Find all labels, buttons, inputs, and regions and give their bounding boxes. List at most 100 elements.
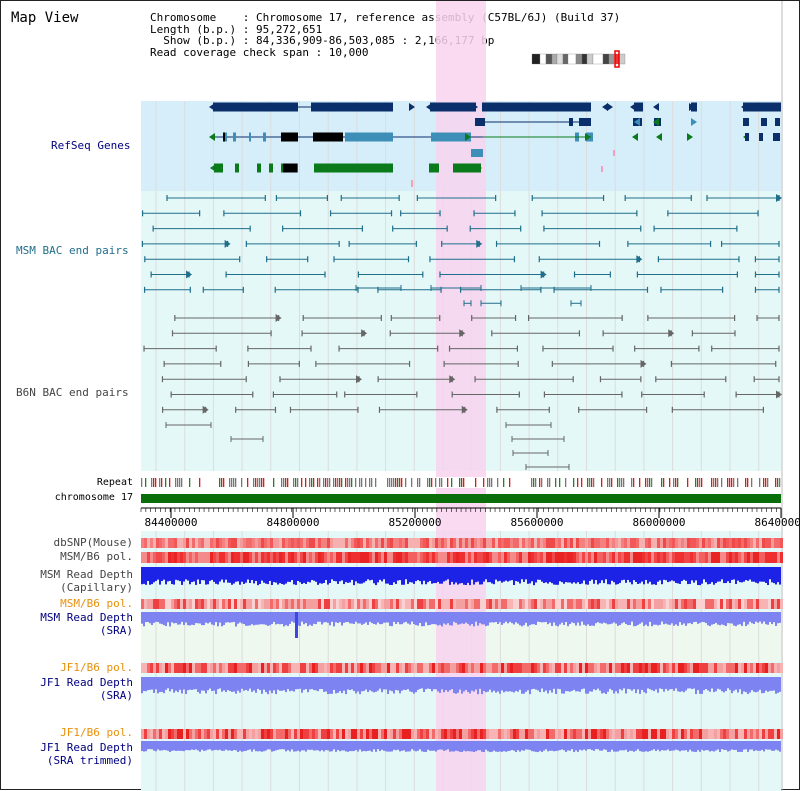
- msm-b6-pol-sra-heat-cell: [288, 599, 291, 609]
- msm-sra-depth-bar: [207, 612, 209, 624]
- jf1-b6-pol-trimmed-heat-cell: [657, 729, 660, 739]
- jf1-b6-pol-heat-cell: [648, 663, 651, 673]
- dbsnp-heat-cell: [669, 538, 672, 548]
- msm-b6-pol-heat-cell: [504, 552, 507, 563]
- jf1-trimmed-depth-bar: [667, 741, 669, 750]
- repeat-mark: [309, 478, 311, 487]
- msm-sra-depth-bar: [767, 612, 769, 625]
- repeat-mark: [155, 478, 157, 487]
- msm-depth-capillary-label-1[interactable]: MSM Read Depth: [40, 568, 133, 581]
- jf1-b6-pol-heat-cell: [249, 663, 252, 673]
- msm-b6-pol-sra-label[interactable]: MSM/B6 pol.: [60, 597, 133, 610]
- coverage-span-info: Read coverage check span : 10,000: [150, 45, 369, 59]
- repeat-mark: [189, 478, 191, 487]
- dbsnp-heat-cell: [423, 538, 426, 548]
- msm-b6-pol-label[interactable]: MSM/B6 pol.: [60, 550, 133, 563]
- dbsnp-heat-cell: [570, 538, 573, 548]
- msm-b6-pol-sra-heat-cell: [699, 599, 702, 609]
- dbsnp-heat-cell: [156, 538, 159, 548]
- jf1-trimmed-depth-bar: [377, 741, 379, 750]
- jf1-trimmed-depth-bar: [249, 741, 251, 750]
- jf1-trimmed-depth-bar: [613, 741, 615, 752]
- jf1-sra-depth-bar: [643, 677, 645, 693]
- msm-b6-pol-heat-cell: [606, 552, 609, 563]
- msm-sra-depth-bar: [409, 612, 411, 625]
- msm-capillary-depth-bar: [425, 567, 427, 585]
- msm-capillary-depth-bar: [321, 567, 323, 584]
- jf1-trimmed-depth-bar: [355, 741, 357, 751]
- jf1-b6-pol-label[interactable]: JF1/B6 pol.: [60, 661, 133, 674]
- jf1-b6-pol-trimmed-heat-cell: [675, 729, 678, 739]
- msm-sra-depth-bar: [377, 612, 379, 623]
- repeat-mark: [231, 478, 233, 487]
- repeat-mark: [509, 478, 511, 487]
- msm-sra-depth-bar: [693, 612, 695, 623]
- msm-bac-label[interactable]: MSM BAC end pairs: [16, 244, 129, 257]
- gene-arrow: [409, 103, 415, 111]
- msm-b6-pol-sra-heat-cell: [399, 599, 402, 609]
- jf1-b6-pol-trimmed-heat-cell: [633, 729, 636, 739]
- jf1-b6-pol-trimmed-label[interactable]: JF1/B6 pol.: [60, 726, 133, 739]
- dbsnp-heat-cell: [489, 538, 492, 548]
- jf1-b6-pol-trimmed-heat-cell: [408, 729, 411, 739]
- dbsnp-heat-cell: [207, 538, 210, 548]
- msm-sra-depth-bar: [467, 612, 469, 624]
- jf1-sra-depth-bar: [735, 677, 737, 690]
- dbsnp-label[interactable]: dbSNP(Mouse): [53, 536, 133, 549]
- dbsnp-heat-cell: [591, 538, 594, 548]
- jf1-trimmed-depth-bar: [461, 741, 463, 753]
- jf1-sra-depth-bar: [289, 677, 291, 692]
- jf1-b6-pol-heat-cell: [354, 663, 357, 673]
- jf1-sra-depth-bar: [669, 677, 671, 690]
- jf1-trimmed-depth-bar: [507, 741, 509, 752]
- dbsnp-heat-cell: [411, 538, 414, 548]
- msm-sra-depth-bar: [179, 612, 181, 625]
- repeat-mark: [317, 478, 319, 487]
- msm-b6-pol-sra-heat-cell: [672, 599, 675, 609]
- gene-arrow: [356, 375, 363, 384]
- msm-capillary-depth-bar: [709, 567, 711, 584]
- jf1-sra-depth-bar: [267, 677, 269, 695]
- msm-sra-depth-bar: [599, 612, 601, 624]
- msm-sra-depth-bar: [697, 612, 699, 624]
- jf1-b6-pol-trimmed-heat-cell: [303, 729, 306, 739]
- jf1-b6-pol-trimmed-heat-cell: [780, 729, 783, 739]
- jf1-sra-depth-bar: [159, 677, 161, 692]
- repeat-mark: [319, 478, 321, 487]
- jf1-b6-pol-trimmed-heat-cell: [699, 729, 702, 739]
- jf1-trimmed-depth-bar: [771, 741, 773, 751]
- b6n-bac-label[interactable]: B6N BAC end pairs: [16, 386, 129, 399]
- jf1-trimmed-depth-bar: [239, 741, 241, 751]
- jf1-b6-pol-heat-cell: [363, 663, 366, 673]
- jf1-trimmed-depth-bar: [205, 741, 207, 751]
- jf1-b6-pol-heat-cell: [711, 663, 714, 673]
- jf1-depth-sra-label-1[interactable]: JF1 Read Depth: [40, 676, 133, 689]
- msm-capillary-depth-bar: [333, 567, 335, 581]
- jf1-trimmed-depth-bar: [219, 741, 221, 750]
- jf1-sra-depth-bar: [195, 677, 197, 690]
- msm-b6-pol-heat-cell: [615, 552, 618, 563]
- jf1-trimmed-depth-bar: [555, 741, 557, 751]
- refseq-genes-label[interactable]: RefSeq Genes: [51, 139, 131, 152]
- msm-sra-depth-bar: [669, 612, 671, 625]
- msm-depth-sra-label-1[interactable]: MSM Read Depth: [40, 611, 133, 624]
- msm-sra-depth-bar: [689, 612, 691, 624]
- msm-capillary-depth-bar: [595, 567, 597, 581]
- jf1-b6-pol-heat-cell: [378, 663, 381, 673]
- jf1-trimmed-depth-bar: [643, 741, 645, 752]
- msm-capillary-depth-bar: [461, 567, 463, 584]
- msm-b6-pol-sra-heat-cell: [684, 599, 687, 609]
- msm-b6-pol-sra-heat-cell: [201, 599, 204, 609]
- jf1-b6-pol-heat-cell: [366, 663, 369, 673]
- msm-b6-pol-heat-cell: [522, 552, 525, 563]
- jf1-trimmed-depth-bar: [633, 741, 635, 752]
- jf1-trimmed-depth-bar: [175, 741, 177, 751]
- msm-b6-pol-sra-heat-cell: [357, 599, 360, 609]
- dbsnp-heat-cell: [780, 538, 783, 548]
- jf1-depth-trimmed-label-1[interactable]: JF1 Read Depth: [40, 741, 133, 754]
- msm-sra-depth-bar: [391, 612, 393, 627]
- msm-b6-pol-heat-cell: [585, 552, 588, 563]
- msm-sra-depth-bar: [245, 612, 247, 626]
- jf1-trimmed-depth-bar: [569, 741, 571, 751]
